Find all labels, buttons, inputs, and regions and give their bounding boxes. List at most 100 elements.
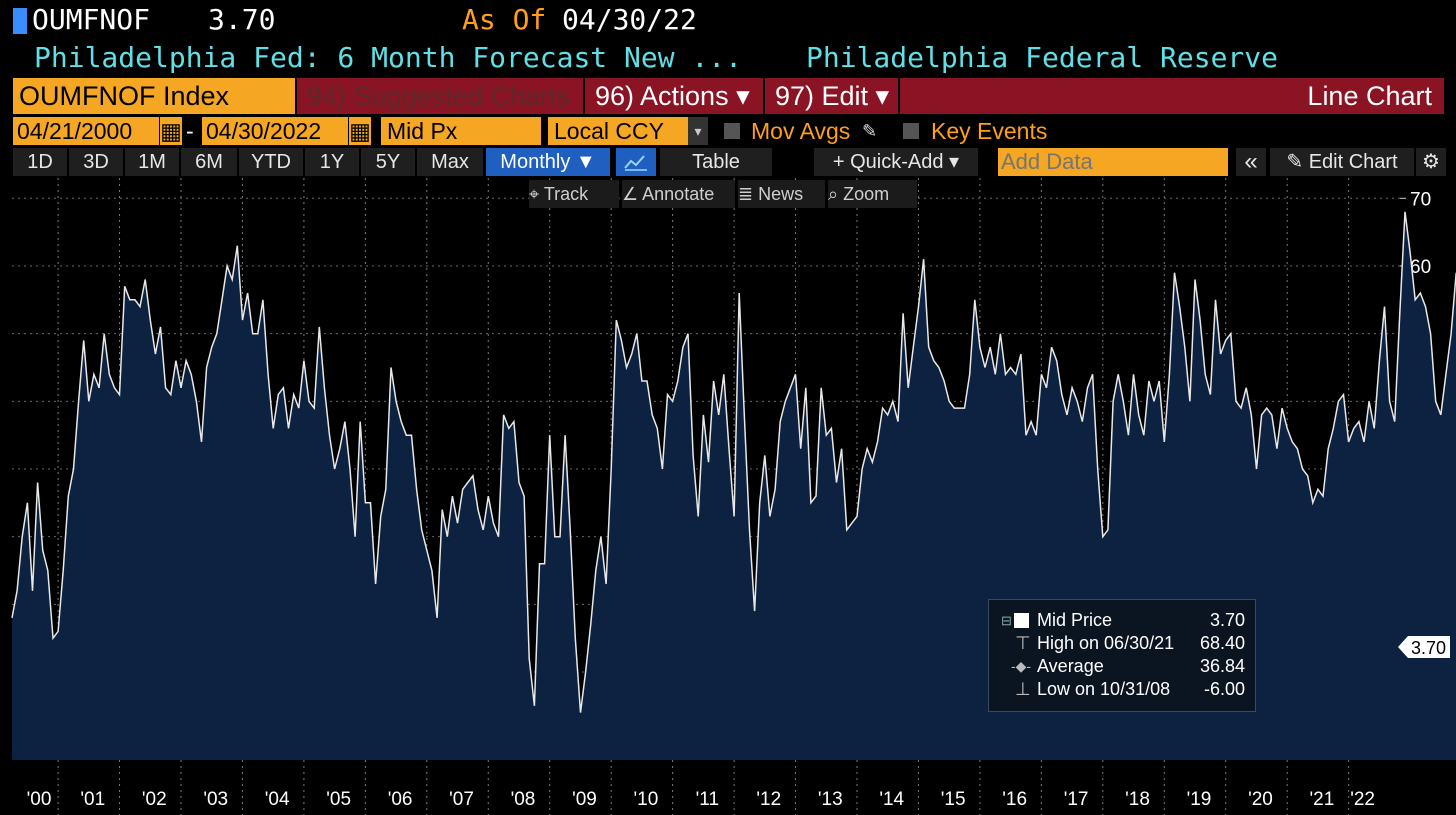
- x-tick-label: '06: [388, 789, 413, 810]
- x-tick-label: '03: [203, 789, 228, 810]
- last-value: 3.70: [208, 3, 276, 36]
- x-tick-label: '11: [696, 789, 719, 810]
- price-field[interactable]: Mid Px: [381, 117, 541, 145]
- x-tick-label: '12: [756, 789, 781, 810]
- period-1d[interactable]: 1D: [13, 148, 67, 176]
- as-of-label: As Of: [462, 3, 547, 36]
- x-tick-label: '14: [879, 789, 904, 810]
- crosshair-icon: ⌖: [529, 184, 540, 204]
- legend-high-value: 68.40: [1199, 633, 1245, 653]
- period-max[interactable]: Max: [417, 148, 483, 176]
- x-tick-label: '20: [1248, 789, 1273, 810]
- start-date-field[interactable]: 04/21/2000: [13, 117, 159, 145]
- annotate-tool[interactable]: ∠ Annotate: [622, 180, 735, 208]
- period-5y[interactable]: 5Y: [361, 148, 415, 176]
- legend-low-label: Low on 10/31/08: [1037, 679, 1171, 699]
- mov-avgs-label: Mov Avgs: [751, 118, 851, 144]
- edit-chart-button[interactable]: ✎ Edit Chart: [1270, 148, 1414, 176]
- collapse-button[interactable]: «: [1236, 148, 1266, 176]
- x-tick-label: '05: [326, 789, 351, 810]
- header-line-1: OUMFNOF 3.70 As Of 04/30/22: [0, 0, 1456, 40]
- period-6m[interactable]: 6M: [181, 148, 237, 176]
- low-marker-icon: ⊥: [1015, 679, 1031, 699]
- edit-menu[interactable]: 97) Edit ▾: [765, 78, 898, 114]
- calendar-icon[interactable]: ▦: [160, 117, 182, 145]
- x-tick-label: '02: [142, 789, 167, 810]
- pencil-icon: ✎: [1286, 151, 1304, 173]
- calendar-icon[interactable]: ▦: [349, 117, 371, 145]
- period-bar: 1D 3D 1M 6M YTD 1Y 5Y Max Monthly ▼ Tabl…: [0, 148, 1456, 176]
- legend-average-label: Average: [1037, 656, 1104, 676]
- collapse-legend-icon[interactable]: ⊟: [1001, 613, 1012, 628]
- news-tool[interactable]: ≣ News: [738, 180, 825, 208]
- last-value-tag: [1398, 635, 1450, 658]
- gear-icon[interactable]: ⚙: [1416, 148, 1446, 176]
- quick-add-button[interactable]: + Quick-Add ▾: [814, 148, 978, 176]
- series-description: Philadelphia Fed: 6 Month Forecast New .…: [34, 41, 743, 74]
- x-tick-label: '17: [1064, 789, 1089, 810]
- x-tick-label: '18: [1125, 789, 1150, 810]
- series-line: [11, 211, 1456, 713]
- legend-row-low: ⊥ Low on 10/31/08 -6.00: [989, 678, 1255, 701]
- average-marker-icon: -◆-: [1011, 658, 1032, 674]
- x-tick-label: '16: [1002, 789, 1027, 810]
- mov-avgs-checkbox[interactable]: [724, 123, 740, 139]
- pencil-icon[interactable]: ✎: [862, 121, 878, 141]
- track-tool[interactable]: ⌖ Track: [529, 180, 619, 208]
- end-date-field[interactable]: 04/30/2022: [202, 117, 348, 145]
- key-events-checkbox[interactable]: [903, 123, 919, 139]
- period-1m[interactable]: 1M: [125, 148, 179, 176]
- ticker: OUMFNOF: [32, 3, 151, 36]
- y-tick-label: 70: [1410, 189, 1431, 210]
- mid-price-swatch: [1014, 613, 1029, 628]
- security-field[interactable]: OUMFNOF Index: [13, 78, 295, 114]
- x-tick-label: '00: [27, 789, 52, 810]
- actions-menu[interactable]: 96) Actions ▾: [585, 78, 763, 114]
- as-of-date: 04/30/22: [562, 3, 697, 36]
- track-label: Track: [543, 184, 589, 204]
- x-tick-label: '13: [818, 789, 843, 810]
- key-events-label: Key Events: [931, 118, 1048, 144]
- currency-dropdown-icon[interactable]: ▾: [688, 117, 708, 145]
- legend-high-label: High on 06/30/21: [1037, 633, 1175, 653]
- suggested-charts-button[interactable]: 94) Suggested Charts: [297, 78, 583, 114]
- x-tick-label: '19: [1187, 789, 1212, 810]
- date-separator: -: [186, 118, 194, 144]
- x-tick-label: '10: [634, 789, 659, 810]
- news-icon: ≣: [738, 184, 754, 204]
- x-tick-label: '21: [1310, 789, 1335, 810]
- legend-mid-value: 3.70: [1209, 610, 1245, 630]
- period-3d[interactable]: 3D: [69, 148, 123, 176]
- x-tick-label: '04: [265, 789, 290, 810]
- x-tick-label: '22: [1350, 789, 1375, 810]
- add-data-input[interactable]: [998, 148, 1228, 176]
- zoom-label: Zoom: [843, 184, 890, 204]
- last-value-tag-text: 3.70: [1411, 638, 1446, 658]
- line-chart-icon[interactable]: [616, 148, 656, 176]
- table-button[interactable]: Table: [660, 148, 772, 176]
- frequency-dropdown[interactable]: Monthly ▼: [486, 148, 610, 176]
- x-tick-label: '07: [449, 789, 474, 810]
- y-tick-label: 60: [1410, 257, 1431, 278]
- period-ytd[interactable]: YTD: [239, 148, 303, 176]
- zoom-tool[interactable]: ⌕ Zoom: [828, 180, 917, 208]
- x-axis-band: [0, 760, 1456, 815]
- edit-chart-label: Edit Chart: [1308, 151, 1398, 173]
- ticker-marker: [13, 8, 27, 34]
- zoom-icon: ⌕: [828, 184, 839, 204]
- security-bar: OUMFNOF Index 94) Suggested Charts 96) A…: [0, 78, 1456, 114]
- x-tick-label: '09: [572, 789, 597, 810]
- chart-type-label: Line Chart: [900, 78, 1444, 114]
- x-tick-label: '08: [511, 789, 536, 810]
- legend-low-value: -6.00: [1203, 679, 1245, 699]
- x-tick-label: '01: [80, 789, 105, 810]
- series-source: Philadelphia Federal Reserve: [806, 41, 1279, 74]
- legend-average-value: 36.84: [1199, 656, 1245, 676]
- currency-field[interactable]: Local CCY: [548, 117, 688, 145]
- period-1y[interactable]: 1Y: [305, 148, 359, 176]
- fields-bar: 04/21/2000 ▦ - 04/30/2022 ▦ Mid Px Local…: [0, 117, 1456, 146]
- annotate-label: Annotate: [642, 184, 715, 204]
- legend-row-mid: ⊟ Mid Price 3.70: [989, 609, 1255, 632]
- annotate-icon: ∠: [622, 184, 639, 204]
- legend-mid-label: Mid Price: [1037, 610, 1113, 630]
